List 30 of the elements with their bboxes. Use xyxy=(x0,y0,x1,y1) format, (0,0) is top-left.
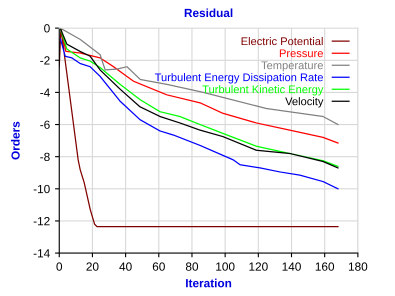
x-tick-label: 180 xyxy=(348,262,368,271)
x-tick-label: 120 xyxy=(249,262,268,271)
x-tick-label: 80 xyxy=(186,262,198,271)
legend-label: Temperature xyxy=(261,61,323,72)
x-tick-label: 160 xyxy=(316,262,334,271)
y-tick-label: -14 xyxy=(34,249,50,258)
x-tick-label: 100 xyxy=(216,262,235,271)
y-tick-label: -6 xyxy=(40,120,50,129)
legend-label: Velocity xyxy=(285,97,324,108)
y-tick-label: -10 xyxy=(34,184,50,194)
y-tick-label: -8 xyxy=(40,152,50,162)
legend-label: Turbulent Energy Dissipation Rate xyxy=(154,73,323,84)
chart-title: Residual xyxy=(184,8,232,18)
legend-label: Electric Potential xyxy=(242,37,323,46)
y-tick-label: -12 xyxy=(34,216,50,226)
legend-label: Turbulent Kinetic Energy xyxy=(202,85,324,96)
x-axis-title: Iteration xyxy=(186,278,232,288)
line-series xyxy=(60,28,339,144)
x-tick-label: 40 xyxy=(119,262,132,271)
line-series xyxy=(60,38,339,190)
y-tick-label: -2 xyxy=(40,56,50,65)
x-tick-label: 140 xyxy=(282,262,301,271)
line-series xyxy=(60,28,339,126)
y-axis-title: Orders xyxy=(11,122,20,160)
y-tick-label: -4 xyxy=(40,88,50,97)
y-tick-label: 0 xyxy=(44,24,50,33)
legend-label: Pressure xyxy=(280,49,323,58)
x-tick-label: 0 xyxy=(56,262,62,271)
x-tick-label: 60 xyxy=(152,262,165,271)
x-tick-label: 20 xyxy=(86,262,99,271)
